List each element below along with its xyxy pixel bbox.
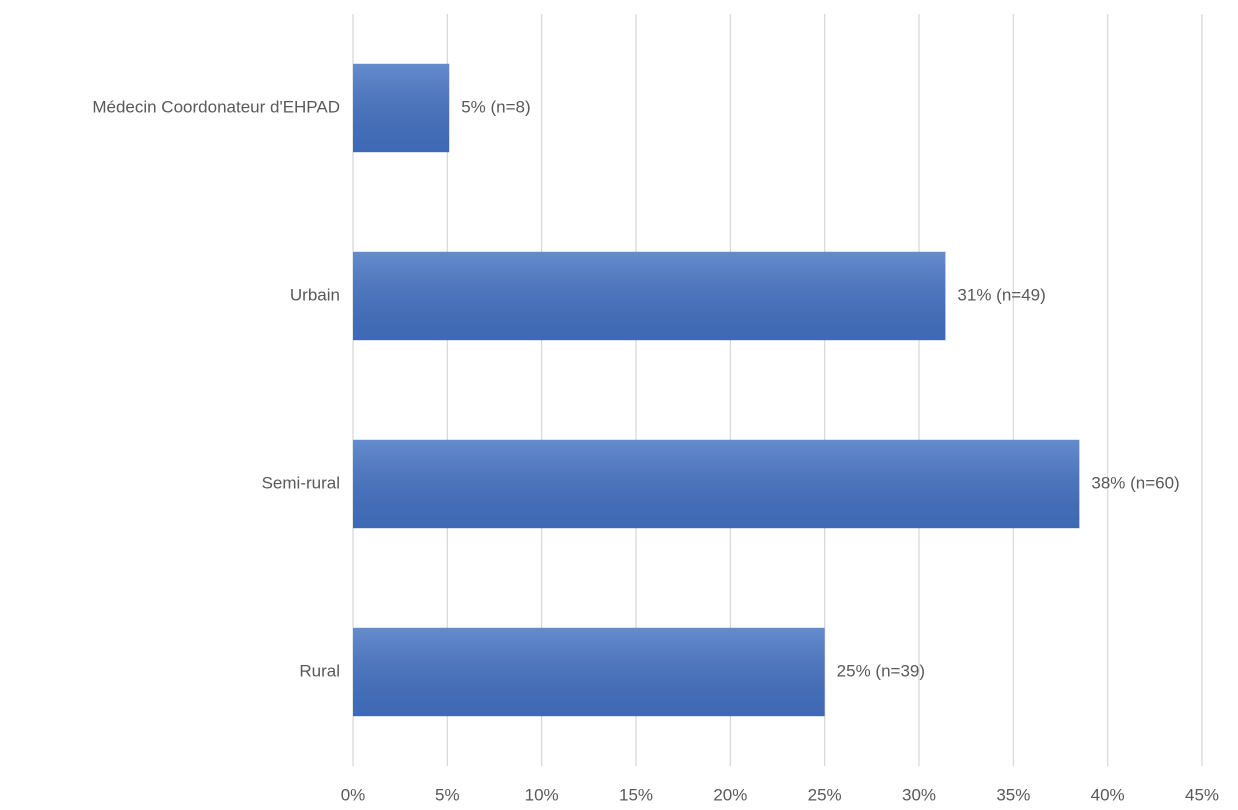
bar-shine bbox=[353, 63, 450, 153]
x-tick-label: 5% bbox=[435, 785, 460, 804]
x-tick-label: 20% bbox=[713, 785, 747, 804]
y-tick-label: Urbain bbox=[290, 285, 340, 304]
y-tick-label: Rural bbox=[299, 661, 340, 680]
x-tick-label: 40% bbox=[1091, 785, 1125, 804]
x-tick-label: 10% bbox=[525, 785, 559, 804]
bar-shine bbox=[353, 627, 825, 717]
data-label: 31% (n=49) bbox=[957, 285, 1045, 304]
bar-shine bbox=[353, 251, 946, 341]
x-tick-label: 0% bbox=[341, 785, 366, 804]
x-tick-label: 25% bbox=[808, 785, 842, 804]
x-tick-label: 45% bbox=[1185, 785, 1219, 804]
y-tick-label: Semi-rural bbox=[262, 473, 340, 492]
data-label: 5% (n=8) bbox=[461, 97, 530, 116]
data-label: 25% (n=39) bbox=[837, 661, 925, 680]
y-tick-label: Médecin Coordonateur d'EHPAD bbox=[92, 97, 340, 116]
x-tick-label: 35% bbox=[996, 785, 1030, 804]
x-tick-label: 30% bbox=[902, 785, 936, 804]
data-label: 38% (n=60) bbox=[1091, 473, 1179, 492]
bar-shine bbox=[353, 439, 1080, 529]
x-tick-label: 15% bbox=[619, 785, 653, 804]
